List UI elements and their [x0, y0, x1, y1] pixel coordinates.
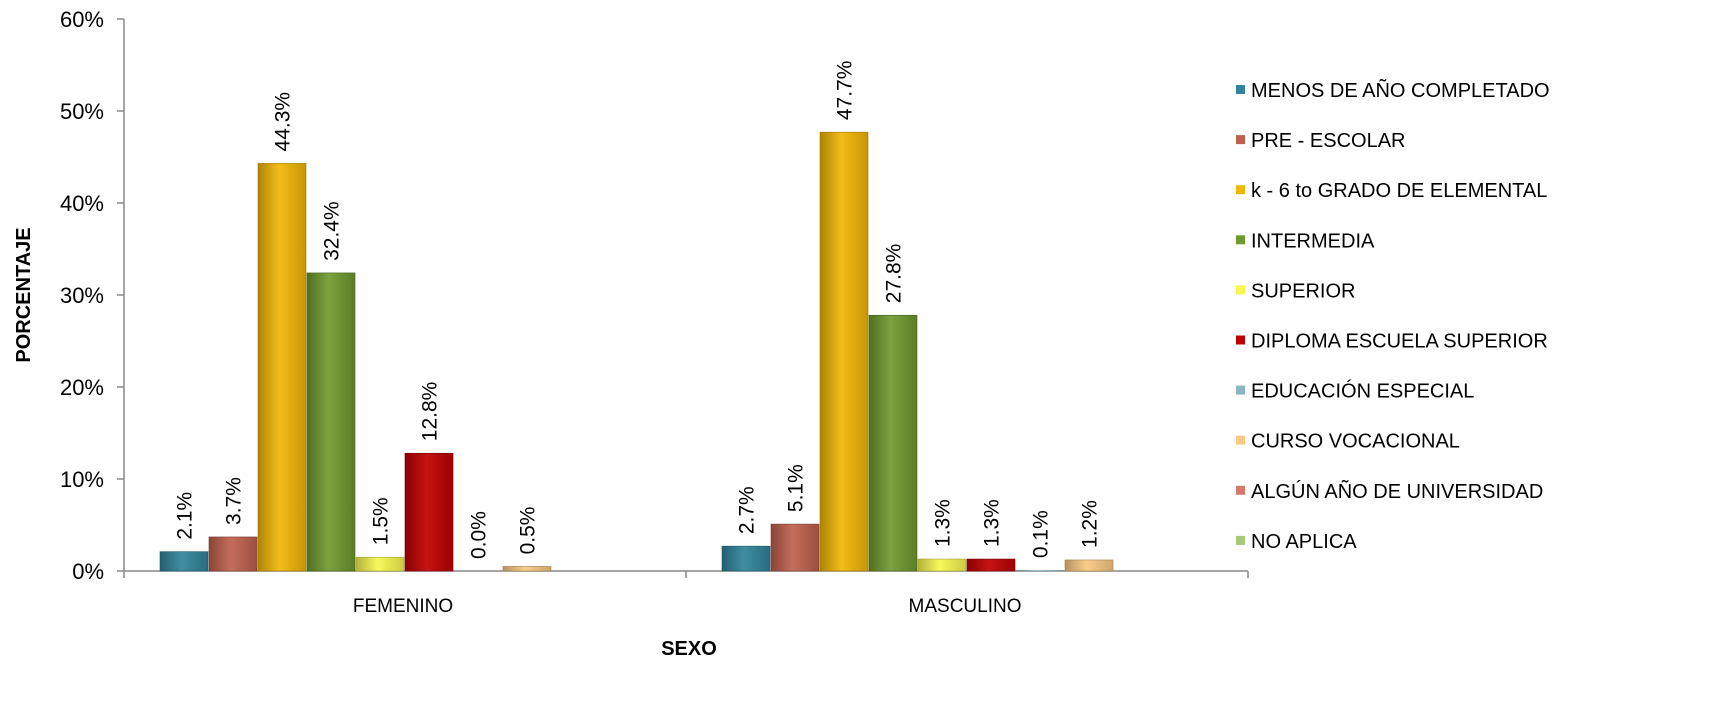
- legend: MENOS DE AÑO COMPLETADO PRE - ESCOLAR k - …: [1236, 78, 1550, 553]
- data-label: 47.7%: [834, 61, 857, 121]
- legend-label: MENOS DE AÑO COMPLETADO: [1251, 78, 1550, 102]
- bar: [770, 523, 820, 572]
- bar: [208, 536, 258, 572]
- y-tick-label: 50%: [60, 99, 104, 124]
- y-tick-label: 0%: [72, 559, 104, 584]
- data-label: 32.4%: [321, 201, 344, 261]
- data-label: 5.1%: [785, 464, 808, 512]
- data-label: 3.7%: [223, 477, 246, 525]
- x-axis-title: SEXO: [661, 638, 717, 660]
- legend-swatch: [1236, 185, 1245, 195]
- data-label: 0.0%: [468, 511, 491, 559]
- bar: [1064, 559, 1114, 572]
- legend-swatch: [1236, 235, 1245, 245]
- data-label: 44.3%: [272, 92, 295, 152]
- bar: [355, 556, 405, 572]
- data-label: 1.3%: [932, 499, 955, 547]
- legend-label: CURSO VOCACIONAL: [1251, 431, 1460, 453]
- legend-swatch: [1236, 135, 1245, 145]
- legend-label: k - 6 to GRADO DE ELEMENTAL: [1251, 180, 1547, 202]
- legend-swatch: [1236, 85, 1245, 94]
- bars: [159, 131, 1211, 572]
- legend-swatch: [1236, 285, 1245, 295]
- x-tick-label: FEMENINO: [353, 596, 453, 617]
- data-label: 1.3%: [981, 499, 1004, 547]
- bar: [502, 566, 552, 572]
- bar: [917, 558, 967, 572]
- y-tick-label: 60%: [60, 7, 104, 32]
- y-tick-label: 20%: [60, 375, 104, 400]
- legend-label: ALGÚN AÑO DE UNIVERSIDAD: [1251, 479, 1543, 503]
- y-tick-label: 40%: [60, 191, 104, 216]
- y-axis: 0% 10% 20% 30% 40% 50% 60%: [60, 7, 125, 584]
- legend-swatch: [1236, 535, 1245, 545]
- data-label: 1.5%: [370, 497, 393, 545]
- legend-swatch: [1236, 435, 1245, 445]
- legend-swatch: [1236, 485, 1245, 495]
- legend-label: EDUCACIÓN ESPECIAL: [1251, 380, 1474, 403]
- legend-swatch: [1236, 335, 1245, 345]
- legend-swatch: [1236, 385, 1245, 395]
- bar: [306, 272, 356, 572]
- y-tick-label: 10%: [60, 467, 104, 492]
- bar: [721, 545, 771, 572]
- y-tick-label: 30%: [60, 283, 104, 308]
- data-label: 0.1%: [1030, 510, 1053, 558]
- x-axis: FEMENINO MASCULINO: [123, 570, 1249, 617]
- y-axis-title: PORCENTAJE: [13, 227, 35, 362]
- data-label: 0.5%: [517, 507, 540, 555]
- bar: [159, 551, 209, 572]
- data-labels: 2.1% 3.7% 44.3% 32.4% 1.5% 12.8% 0.0% 0.5% 2.7% 5…: [174, 61, 1102, 559]
- data-label: 12.8%: [419, 382, 442, 442]
- legend-label: PRE - ESCOLAR: [1251, 130, 1405, 152]
- data-label: 27.8%: [883, 244, 906, 304]
- data-label: 2.1%: [174, 492, 197, 540]
- data-label: 1.2%: [1079, 500, 1102, 548]
- legend-label: DIPLOMA ESCUELA SUPERIOR: [1251, 331, 1548, 353]
- data-label: 2.7%: [736, 486, 759, 534]
- legend-label: SUPERIOR: [1251, 280, 1355, 302]
- bar: [966, 558, 1016, 572]
- bar: [819, 131, 869, 572]
- bar: [868, 314, 918, 572]
- legend-label: NO APLICA: [1251, 531, 1357, 553]
- legend-label: INTERMEDIA: [1251, 230, 1375, 252]
- x-tick-label: MASCULINO: [909, 596, 1022, 617]
- bar: [404, 452, 454, 572]
- bar: [1016, 570, 1064, 571]
- bar: [257, 163, 307, 572]
